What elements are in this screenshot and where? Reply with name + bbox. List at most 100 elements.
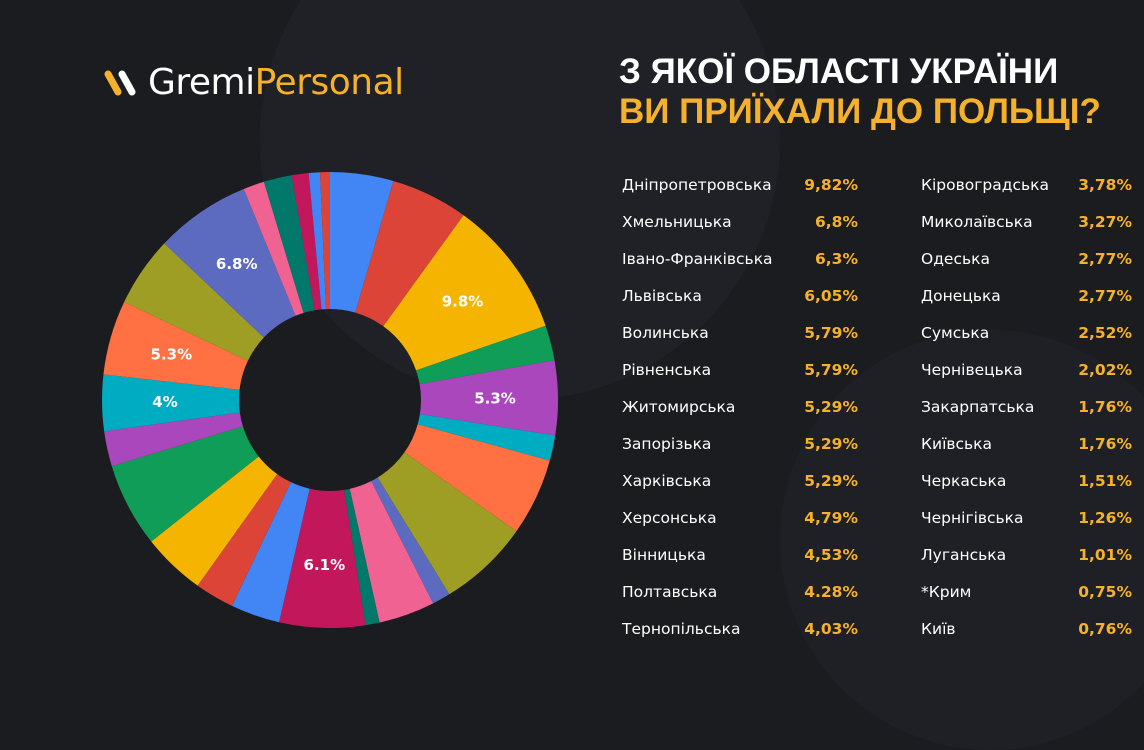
donut-slice bbox=[416, 325, 555, 385]
region-row: Черкаська 1,51% bbox=[921, 462, 1132, 499]
region-row: Чернівецька 2,02% bbox=[921, 351, 1132, 388]
region-name: Чернігівська bbox=[921, 508, 1024, 527]
donut-slice bbox=[355, 180, 464, 327]
donut-slice bbox=[344, 488, 380, 626]
region-value: 2,77% bbox=[1078, 286, 1132, 305]
donut-slice bbox=[383, 215, 546, 371]
region-name: Луганська bbox=[921, 545, 1007, 564]
region-value: 3,78% bbox=[1078, 175, 1132, 194]
donut-slice bbox=[111, 426, 259, 542]
region-value: 5,79% bbox=[804, 323, 858, 342]
region-name: Харківська bbox=[622, 471, 712, 490]
donut-slice bbox=[377, 452, 517, 595]
region-row: Луганська 1,01% bbox=[921, 536, 1132, 573]
page-title: З ЯКОЇ ОБЛАСТІ УКРАЇНИ ВИ ПРИЇХАЛИ ДО ПО… bbox=[619, 52, 1101, 132]
region-row: Івано-Франківська 6,3% bbox=[622, 240, 858, 277]
region-value: 5,29% bbox=[804, 434, 858, 453]
region-row: Рівненська 5,79% bbox=[622, 351, 858, 388]
donut-slice bbox=[104, 412, 243, 467]
region-name: Львівська bbox=[622, 286, 702, 305]
title-line-2: ВИ ПРИЇХАЛИ ДО ПОЛЬЩІ? bbox=[619, 92, 1101, 131]
region-value: 4,53% bbox=[804, 545, 858, 564]
region-row: Сумська 2,52% bbox=[921, 314, 1132, 351]
donut-slice bbox=[103, 301, 248, 390]
region-value: 5,29% bbox=[804, 471, 858, 490]
region-name: Житомирська bbox=[622, 397, 736, 416]
region-name: Чернівецька bbox=[921, 360, 1023, 379]
slice-label: 9.8% bbox=[442, 293, 484, 311]
region-name: Івано-Франківська bbox=[622, 249, 773, 268]
donut-slice bbox=[330, 172, 394, 313]
slice-label: 4% bbox=[152, 393, 177, 411]
donut-slice bbox=[231, 482, 310, 623]
region-name: Вінницька bbox=[622, 545, 706, 564]
region-name: Запорізька bbox=[622, 434, 712, 453]
region-row: Київ 0,76% bbox=[921, 610, 1132, 647]
donut-slice bbox=[124, 243, 264, 361]
region-name: Кіровоградська bbox=[921, 175, 1049, 194]
donut-slice bbox=[263, 175, 315, 313]
region-value: 1,51% bbox=[1078, 471, 1132, 490]
region-name: Херсонська bbox=[622, 508, 717, 527]
region-name: Полтавська bbox=[622, 582, 718, 601]
donut-slice bbox=[101, 374, 240, 432]
donut-slice bbox=[419, 360, 559, 436]
region-value: 2,02% bbox=[1078, 360, 1132, 379]
region-row: Кіровоградська 3,78% bbox=[921, 166, 1132, 203]
slice-label: 6.8% bbox=[216, 255, 258, 273]
region-value: 1,76% bbox=[1078, 397, 1132, 416]
region-name: Миколаївська bbox=[921, 212, 1033, 231]
region-row: Вінницька 4,53% bbox=[622, 536, 858, 573]
slice-label: 5.3% bbox=[151, 346, 193, 364]
region-list-left: Дніпропетровська 9,82% Хмельницька 6,8% Іван… bbox=[622, 166, 858, 647]
region-row: Харківська 5,29% bbox=[622, 462, 858, 499]
region-name: Тернопільська bbox=[622, 619, 741, 638]
region-value: 6,3% bbox=[815, 249, 858, 268]
region-name: Закарпатська bbox=[921, 397, 1035, 416]
donut-slice bbox=[349, 481, 434, 623]
logo-text-gremi: Gremi bbox=[148, 62, 255, 103]
region-value: 2,52% bbox=[1078, 323, 1132, 342]
region-row: Закарпатська 1,76% bbox=[921, 388, 1132, 425]
slice-label: 5.3% bbox=[474, 389, 516, 407]
donut-chart: 9.8% 5.3% 6.1% 4% 5.3% 6.8% bbox=[101, 172, 559, 628]
region-name: Сумська bbox=[921, 323, 990, 342]
region-value: 6,05% bbox=[804, 286, 858, 305]
region-row: Полтавська 4.28% bbox=[622, 573, 858, 610]
region-row: Одеська 2,77% bbox=[921, 240, 1132, 277]
region-row: Хмельницька 6,8% bbox=[622, 203, 858, 240]
region-name: Дніпропетровська bbox=[622, 175, 772, 194]
region-value: 3,27% bbox=[1078, 212, 1132, 231]
region-value: 5,79% bbox=[804, 360, 858, 379]
region-name: Донецька bbox=[921, 286, 1001, 305]
region-row: Миколаївська 3,27% bbox=[921, 203, 1132, 240]
region-value: 0,76% bbox=[1078, 619, 1132, 638]
region-name: Хмельницька bbox=[622, 212, 732, 231]
region-row: Запорізька 5,29% bbox=[622, 425, 858, 462]
region-row: Львівська 6,05% bbox=[622, 277, 858, 314]
region-value: 9,82% bbox=[804, 175, 858, 194]
logo-text-personal: Personal bbox=[254, 62, 405, 103]
region-name: Одеська bbox=[921, 249, 990, 268]
region-value: 5,29% bbox=[804, 397, 858, 416]
region-name: Рівненська bbox=[622, 360, 712, 379]
donut-slice bbox=[243, 181, 304, 316]
region-value: 4,79% bbox=[804, 508, 858, 527]
region-value: 1,76% bbox=[1078, 434, 1132, 453]
donut-slice bbox=[417, 414, 556, 461]
region-name: Київська bbox=[921, 434, 993, 453]
region-row: Херсонська 4,79% bbox=[622, 499, 858, 536]
logo-mark-icon bbox=[104, 70, 136, 95]
region-value: 4,03% bbox=[804, 619, 858, 638]
region-value: 1,26% bbox=[1078, 508, 1132, 527]
region-row: *Крим 0,75% bbox=[921, 573, 1132, 610]
donut-slice bbox=[197, 474, 291, 606]
region-name: *Крим bbox=[921, 582, 972, 601]
region-value: 4.28% bbox=[804, 582, 858, 601]
region-name: Черкаська bbox=[921, 471, 1007, 490]
donut-slice bbox=[291, 173, 322, 311]
region-row: Житомирська 5,29% bbox=[622, 388, 858, 425]
region-row: Дніпропетровська 9,82% bbox=[622, 166, 858, 203]
region-value: 2,77% bbox=[1078, 249, 1132, 268]
region-row: Чернігівська 1,26% bbox=[921, 499, 1132, 536]
